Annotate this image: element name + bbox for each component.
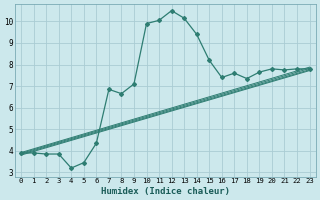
X-axis label: Humidex (Indice chaleur): Humidex (Indice chaleur) <box>101 187 230 196</box>
